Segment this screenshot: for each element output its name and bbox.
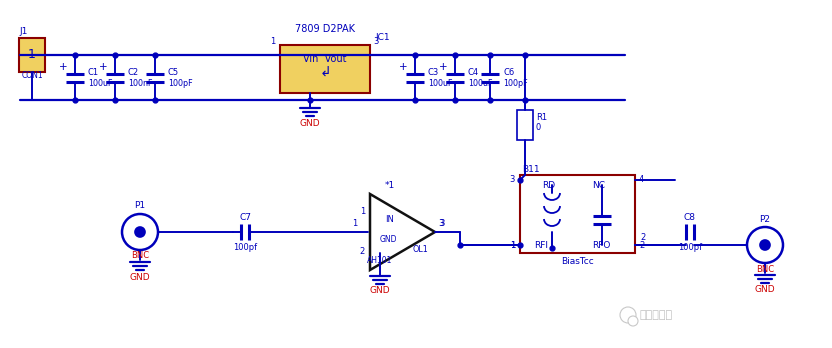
Text: 3: 3 xyxy=(438,220,443,229)
Text: GND: GND xyxy=(130,272,151,282)
Text: 2: 2 xyxy=(359,247,365,256)
Text: 1: 1 xyxy=(359,207,365,216)
Text: C6: C6 xyxy=(503,68,514,77)
Text: P2: P2 xyxy=(760,214,770,223)
Text: C2: C2 xyxy=(128,68,139,77)
Text: OL1: OL1 xyxy=(412,245,428,254)
Text: CON1: CON1 xyxy=(21,71,42,80)
Circle shape xyxy=(620,307,636,323)
Text: GND: GND xyxy=(300,119,320,127)
Text: 100nF: 100nF xyxy=(128,79,152,88)
Text: IC1: IC1 xyxy=(375,32,389,41)
Bar xyxy=(517,110,533,140)
Text: C8: C8 xyxy=(684,213,696,221)
Text: C3: C3 xyxy=(428,68,439,77)
Text: 1: 1 xyxy=(270,38,275,47)
Bar xyxy=(520,175,635,253)
Text: C7: C7 xyxy=(239,213,251,221)
Circle shape xyxy=(122,214,158,250)
Text: ↲: ↲ xyxy=(319,66,331,80)
Text: C1: C1 xyxy=(88,68,99,77)
Text: 100pf: 100pf xyxy=(233,244,257,253)
Text: RFI: RFI xyxy=(534,240,548,250)
Text: 0: 0 xyxy=(536,124,542,133)
Text: BiasTcc: BiasTcc xyxy=(561,256,594,266)
Polygon shape xyxy=(370,194,435,270)
Text: 7809 D2PAK: 7809 D2PAK xyxy=(295,24,355,34)
Circle shape xyxy=(760,240,770,250)
Bar xyxy=(280,45,370,93)
Text: 1: 1 xyxy=(28,48,36,62)
Text: BNC: BNC xyxy=(131,252,149,261)
Text: NC: NC xyxy=(592,181,605,190)
Text: Vin  Vout: Vin Vout xyxy=(303,54,347,64)
Text: 3: 3 xyxy=(510,175,515,184)
Text: 1: 1 xyxy=(510,240,515,250)
Text: IN: IN xyxy=(385,215,394,224)
Text: 3: 3 xyxy=(439,220,444,229)
Circle shape xyxy=(747,227,783,263)
Text: 100uF: 100uF xyxy=(428,79,453,88)
Text: C4: C4 xyxy=(468,68,479,77)
Text: BNC: BNC xyxy=(756,264,774,274)
Text: AH101: AH101 xyxy=(367,256,393,266)
Text: +: + xyxy=(99,63,107,72)
Text: 3: 3 xyxy=(373,38,379,47)
Text: 100pf: 100pf xyxy=(678,244,702,253)
Text: GND: GND xyxy=(380,236,398,245)
Text: C5: C5 xyxy=(168,68,179,77)
Text: 2: 2 xyxy=(639,240,644,250)
Text: RD: RD xyxy=(542,181,555,190)
Text: 100pF: 100pF xyxy=(503,79,527,88)
Text: B11: B11 xyxy=(522,165,540,174)
Text: +: + xyxy=(438,63,448,72)
Text: 100uF: 100uF xyxy=(88,79,112,88)
Text: GND: GND xyxy=(369,286,390,295)
Text: 100uF: 100uF xyxy=(468,79,493,88)
Text: 4: 4 xyxy=(639,175,644,184)
Text: 嵌入式基地: 嵌入式基地 xyxy=(640,310,673,320)
Text: 100pF: 100pF xyxy=(168,79,193,88)
Text: 1: 1 xyxy=(353,220,358,229)
Bar xyxy=(19,38,45,72)
Text: R1: R1 xyxy=(536,112,547,121)
Circle shape xyxy=(135,227,145,237)
Text: +: + xyxy=(59,63,67,72)
Text: +: + xyxy=(399,63,408,72)
Text: *1: *1 xyxy=(385,182,395,190)
Circle shape xyxy=(628,316,638,326)
Text: 2: 2 xyxy=(640,232,646,242)
Text: 1: 1 xyxy=(510,240,515,250)
Text: RFO: RFO xyxy=(592,240,611,250)
Text: GND: GND xyxy=(755,285,775,294)
Text: P1: P1 xyxy=(135,201,146,211)
Text: J1: J1 xyxy=(19,27,27,37)
